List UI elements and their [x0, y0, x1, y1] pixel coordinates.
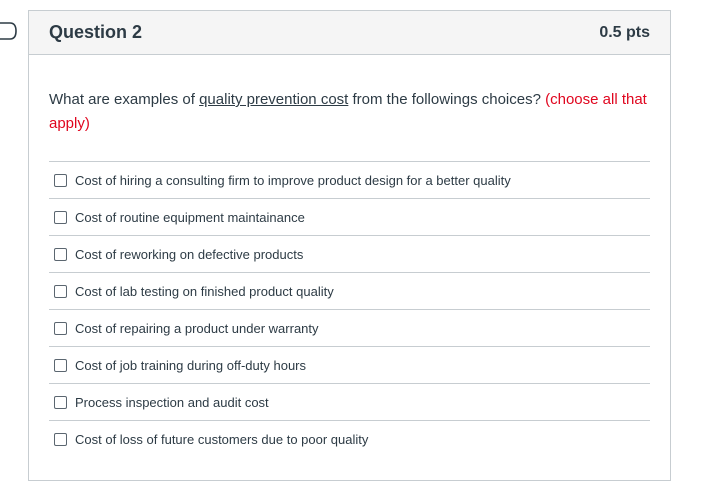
- question-title: Question 2: [49, 22, 143, 42]
- answer-label[interactable]: Cost of loss of future customers due to …: [75, 432, 369, 447]
- flag-question-icon[interactable]: [0, 21, 18, 41]
- answer-option[interactable]: Cost of repairing a product under warran…: [49, 310, 650, 347]
- answer-option[interactable]: Cost of hiring a consulting firm to impr…: [49, 162, 650, 199]
- answer-option[interactable]: Cost of lab testing on finished product …: [49, 273, 650, 310]
- answer-checkbox[interactable]: [54, 173, 67, 187]
- answer-checkbox[interactable]: [54, 210, 67, 224]
- answer-option[interactable]: Cost of routine equipment maintainance: [49, 199, 650, 236]
- answer-checkbox[interactable]: [54, 247, 67, 261]
- answer-checkbox[interactable]: [54, 321, 67, 335]
- question-points: 0.5 pts: [599, 23, 650, 41]
- answer-checkbox[interactable]: [54, 433, 67, 446]
- question-text: What are examples of quality prevention …: [49, 88, 650, 136]
- answer-label[interactable]: Cost of lab testing on finished product …: [75, 283, 334, 299]
- answer-label[interactable]: Cost of hiring a consulting firm to impr…: [75, 172, 511, 188]
- answer-option[interactable]: Cost of loss of future customers due to …: [49, 421, 650, 458]
- answer-label[interactable]: Cost of repairing a product under warran…: [75, 320, 319, 336]
- question-instruction-note: (choose all that apply): [49, 91, 647, 132]
- answer-label[interactable]: Cost of routine equipment maintainance: [75, 209, 305, 225]
- question-text-underlined: quality prevention cost: [199, 91, 349, 108]
- question-body: What are examples of quality prevention …: [29, 55, 670, 458]
- answer-option[interactable]: Cost of job training during off-duty hou…: [49, 347, 650, 384]
- question-card: Question 2 0.5 pts What are examples of …: [28, 10, 671, 481]
- answer-option[interactable]: Cost of reworking on defective products: [49, 236, 650, 273]
- answer-list: Cost of hiring a consulting firm to impr…: [49, 161, 650, 458]
- answer-label[interactable]: Process inspection and audit cost: [75, 394, 269, 410]
- answer-option[interactable]: Process inspection and audit cost: [49, 384, 650, 421]
- question-text-before: What are examples of: [49, 91, 200, 108]
- answer-checkbox[interactable]: [54, 358, 67, 372]
- answer-checkbox[interactable]: [54, 284, 67, 298]
- question-header: Question 2 0.5 pts: [29, 11, 670, 55]
- answer-checkbox[interactable]: [54, 395, 67, 409]
- answer-label[interactable]: Cost of reworking on defective products: [75, 246, 304, 262]
- question-text-after: from the followings choices?: [348, 91, 546, 108]
- answer-label[interactable]: Cost of job training during off-duty hou…: [75, 357, 307, 373]
